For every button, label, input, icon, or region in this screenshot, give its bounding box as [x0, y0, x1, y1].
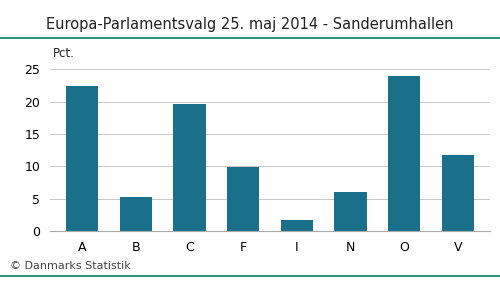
- Bar: [334, 192, 366, 231]
- Bar: [66, 85, 98, 231]
- Text: Pct.: Pct.: [52, 47, 74, 60]
- Bar: [280, 220, 313, 231]
- Bar: [174, 104, 206, 231]
- Bar: [227, 167, 260, 231]
- Text: © Danmarks Statistik: © Danmarks Statistik: [10, 261, 131, 271]
- Bar: [120, 197, 152, 231]
- Text: Europa-Parlamentsvalg 25. maj 2014 - Sanderumhallen: Europa-Parlamentsvalg 25. maj 2014 - San…: [46, 17, 454, 32]
- Bar: [442, 155, 474, 231]
- Bar: [388, 76, 420, 231]
